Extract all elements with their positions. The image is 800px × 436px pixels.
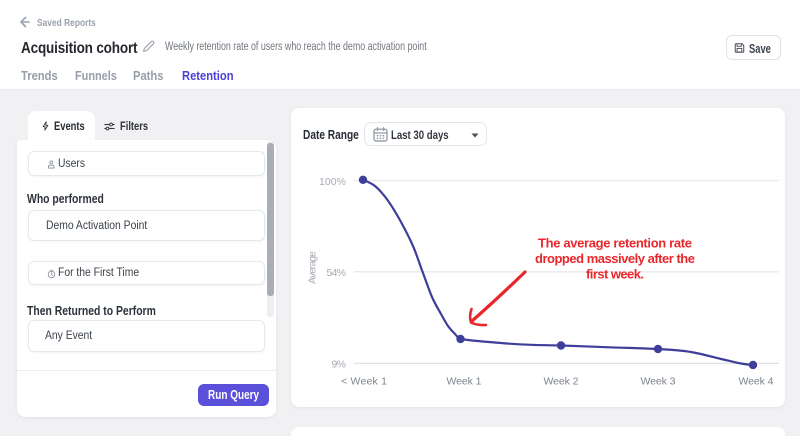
svg-text:first week.: first week. bbox=[586, 267, 644, 282]
svg-text:Week 4: Week 4 bbox=[739, 376, 774, 388]
svg-text:Average: Average bbox=[307, 251, 319, 284]
svg-text:< Week 1: < Week 1 bbox=[341, 376, 387, 388]
svg-text:Week 2: Week 2 bbox=[544, 376, 579, 388]
svg-text:Week 3: Week 3 bbox=[641, 376, 676, 388]
svg-text:54%: 54% bbox=[327, 267, 347, 279]
svg-text:dropped massively after the: dropped massively after the bbox=[535, 251, 695, 266]
svg-text:Week 1: Week 1 bbox=[447, 376, 482, 388]
svg-text:The average retention rate: The average retention rate bbox=[538, 236, 692, 251]
svg-text:100%: 100% bbox=[319, 176, 346, 188]
svg-text:9%: 9% bbox=[332, 359, 347, 371]
